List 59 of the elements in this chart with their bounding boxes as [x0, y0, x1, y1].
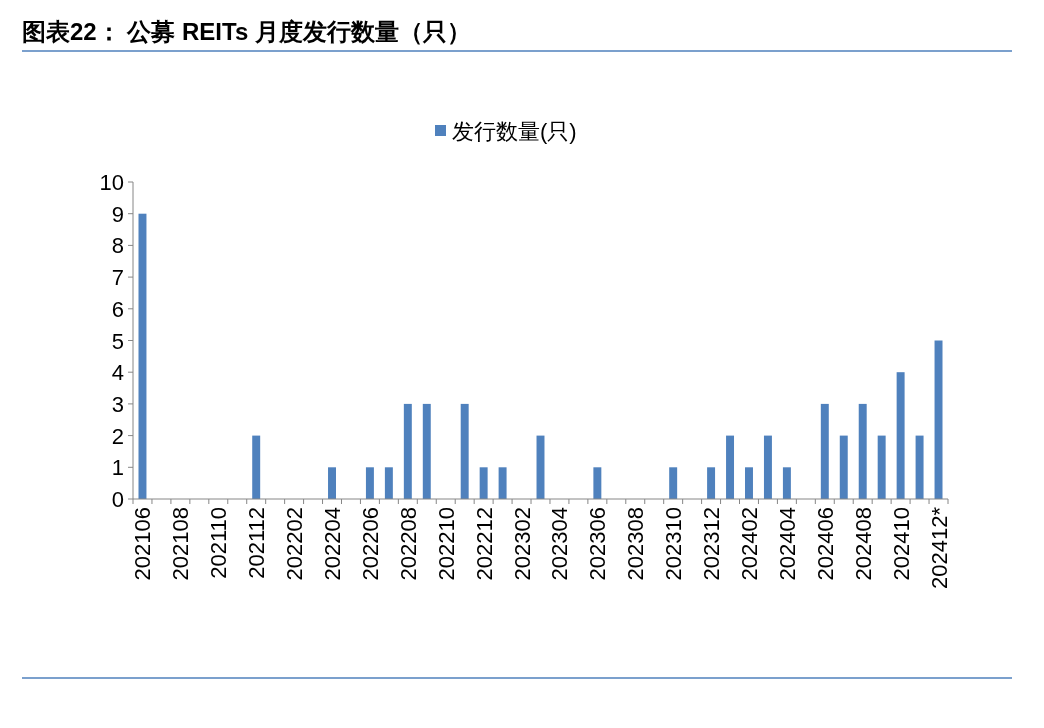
y-tick-label: 1: [111, 455, 124, 481]
bar: [365, 467, 374, 499]
bar: [763, 435, 772, 499]
y-tick-label: 2: [111, 423, 124, 449]
y-tick-label: 9: [111, 201, 124, 227]
x-tick-label: 202210: [433, 507, 459, 581]
bar: [877, 435, 886, 499]
bar: [782, 467, 791, 499]
bar: [669, 467, 678, 499]
y-tick-label: 6: [111, 296, 124, 322]
x-tick-label: 202410: [888, 507, 914, 581]
y-tick-label: 0: [111, 487, 124, 512]
bar: [138, 213, 147, 499]
bar: [896, 372, 905, 499]
y-tick-label: 3: [111, 391, 124, 417]
x-tick-label: 202206: [357, 507, 383, 581]
x-tick-label: 202202: [282, 507, 308, 581]
bar: [252, 435, 261, 499]
x-tick-label: 202402: [736, 507, 762, 581]
y-tick-label: 10: [99, 170, 124, 195]
x-tick-label: 202308: [623, 507, 649, 581]
y-tick-label: 4: [111, 360, 124, 386]
x-tick-label: 202310: [661, 507, 687, 581]
legend-label: 发行数量(只): [452, 119, 577, 144]
x-tick-label: 202204: [320, 507, 346, 581]
bar: [707, 467, 716, 499]
x-tick-label: 202312: [699, 507, 725, 581]
bar: [460, 403, 469, 499]
x-tick-label: 202408: [850, 507, 876, 581]
x-tick-label: 202304: [547, 507, 573, 581]
x-tick-label: 202108: [168, 507, 194, 581]
bar: [858, 403, 867, 499]
bar: [915, 435, 924, 499]
x-tick-label: 202302: [509, 507, 535, 581]
bar: [593, 467, 602, 499]
x-tick-label: 202112: [244, 507, 270, 579]
bar: [820, 403, 829, 499]
bar: [422, 403, 431, 499]
x-tick-label: 202406: [812, 507, 838, 581]
bar: [726, 435, 735, 499]
bar: [934, 340, 943, 499]
x-tick-label: 202412*: [926, 506, 952, 589]
x-tick-label: 202208: [395, 507, 421, 581]
bar: [839, 435, 848, 499]
x-tick-label: 202404: [774, 507, 800, 581]
y-tick-label: 5: [111, 328, 124, 354]
bar: [384, 467, 393, 499]
bar: [328, 467, 336, 499]
y-tick-label: 8: [111, 233, 124, 259]
chart-title: 图表22： 公募 REITs 月度发行数量（只）: [22, 18, 471, 45]
y-tick-label: 7: [111, 265, 124, 291]
x-tick-label: 202110: [206, 507, 232, 579]
bar: [745, 467, 753, 499]
x-tick-label: 202306: [585, 507, 611, 581]
bar: [498, 467, 507, 499]
bar: [403, 403, 412, 499]
x-tick-label: 202106: [130, 507, 156, 581]
bar: [479, 467, 488, 499]
x-tick-label: 202212: [471, 507, 497, 581]
